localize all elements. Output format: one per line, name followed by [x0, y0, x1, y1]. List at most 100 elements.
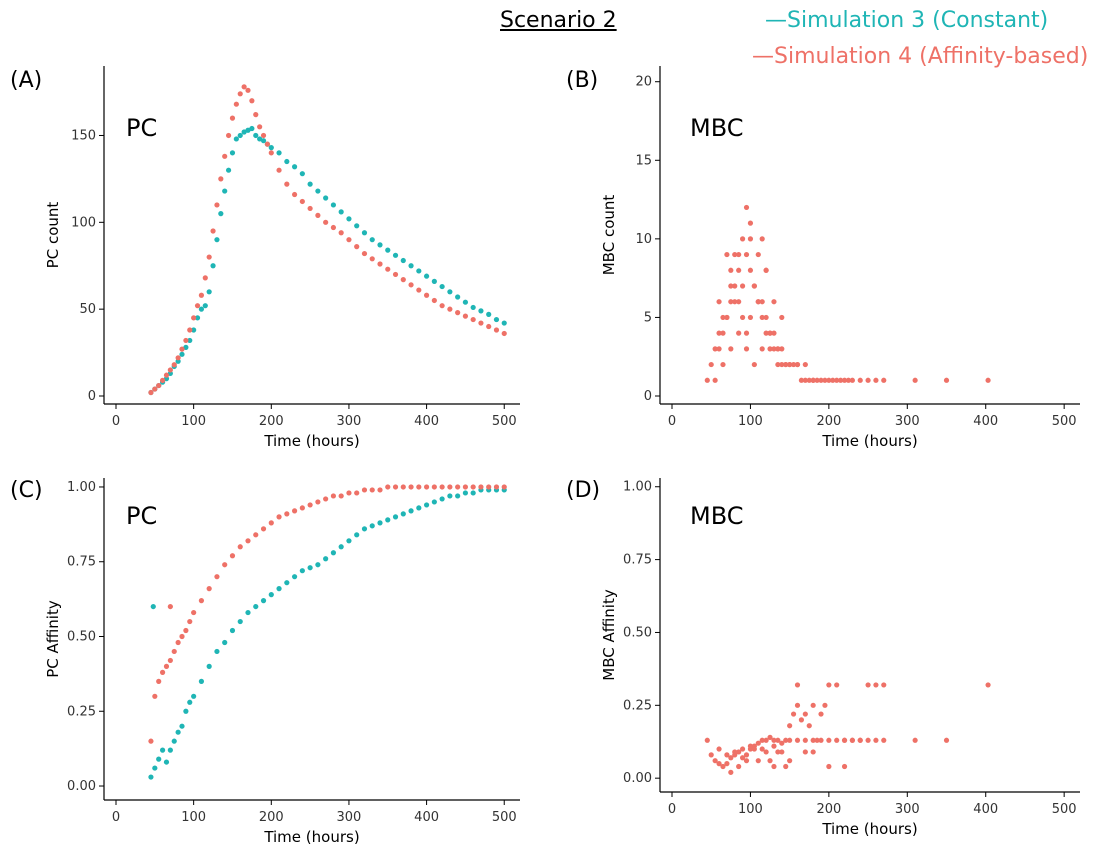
- chart-d-point: [794, 737, 801, 743]
- chart-a-point: [400, 257, 406, 264]
- chart-c-point: [354, 532, 360, 538]
- chart-a-point: [245, 127, 251, 133]
- chart-d-group: 0 100 200 300 400 500 0.00 0.25 0.50 0.75 1.00 Time…: [600, 478, 1080, 838]
- chart-c-point: [431, 499, 437, 505]
- chart-d-y-tick-label: 0.25: [623, 698, 652, 713]
- chart-a-point: [315, 188, 321, 194]
- chart-c-point: [237, 618, 243, 625]
- chart-c-point: [191, 609, 197, 616]
- panel-tag-d: MBC: [690, 502, 744, 530]
- chart-b-point: [943, 377, 950, 383]
- chart-b-point: [767, 330, 773, 336]
- chart-d-point: [834, 737, 840, 743]
- chart-a-point: [307, 205, 313, 212]
- chart-c-x-tick-label: 100: [181, 810, 206, 825]
- chart-b-x-tick-label: 400: [973, 414, 998, 429]
- chart-a-point: [260, 132, 267, 139]
- figure-title: Scenario 2: [500, 8, 617, 33]
- chart-d-point: [771, 737, 777, 743]
- chart-a-point: [222, 153, 228, 159]
- chart-c-point: [159, 747, 166, 753]
- chart-a-point: [202, 275, 208, 281]
- chart-b-point: [736, 330, 742, 336]
- chart-c-point: [183, 708, 189, 714]
- chart-d-point: [775, 737, 781, 743]
- chart-a-x-tick-label: 200: [259, 414, 284, 429]
- chart-a-point: [183, 337, 189, 344]
- chart-d-point: [759, 746, 765, 752]
- chart-a-point: [229, 115, 236, 121]
- chart-d-point: [763, 737, 769, 743]
- chart-a-point: [152, 386, 158, 392]
- chart-c-point: [171, 738, 177, 744]
- chart-c-point: [291, 574, 298, 580]
- chart-b-point: [759, 314, 765, 321]
- chart-a-point: [167, 367, 173, 373]
- chart-c-point: [167, 747, 173, 753]
- chart-d-y-axis-label: MBC Affinity: [600, 589, 618, 681]
- chart-a-point: [175, 355, 181, 361]
- chart-b-group: 0 100 200 300 400 500 0 5 10 15 20 Time (hours) MBC …: [600, 66, 1080, 450]
- chart-c-x-tick-label: 500: [492, 810, 517, 825]
- chart-b-point: [985, 377, 991, 383]
- chart-d-point: [818, 737, 824, 743]
- chart-b-x-tick-label: 300: [895, 414, 920, 429]
- chart-d-point: [849, 737, 855, 743]
- chart-a-point: [214, 237, 220, 243]
- chart-b-point: [798, 377, 805, 383]
- chart-d-point: [810, 749, 816, 755]
- chart-a-x-tick-label: 300: [337, 414, 362, 429]
- chart-c-point: [179, 723, 185, 729]
- chart-c-point: [462, 490, 469, 496]
- chart-c-y-tick-label: 0.25: [67, 704, 96, 719]
- panel-letter-b: (B): [566, 68, 599, 93]
- chart-a-point: [291, 164, 298, 170]
- chart-c-y-tick-label: 0.50: [67, 629, 96, 644]
- chart-c-point: [408, 508, 414, 514]
- chart-d-point: [814, 737, 820, 743]
- chart-b-point: [830, 377, 836, 383]
- chart-c-point: [222, 639, 228, 646]
- chart-a-point: [253, 132, 259, 139]
- chart-d-x-tick-label: 300: [895, 802, 920, 817]
- chart-d-point: [767, 734, 773, 740]
- chart-c-point: [323, 496, 329, 502]
- chart-a-point: [225, 167, 232, 173]
- chart-c-point: [439, 484, 445, 490]
- chart-a-x-tick-label: 100: [181, 414, 206, 429]
- chart-d-point: [783, 763, 789, 770]
- chart-a-point: [225, 132, 232, 139]
- chart-b-x-tick-label: 500: [1052, 414, 1077, 429]
- chart-a-point: [439, 283, 445, 290]
- chart-b-point: [865, 377, 871, 383]
- chart-d-point: [834, 682, 840, 688]
- chart-b-point: [728, 299, 734, 305]
- chart-b-point: [881, 377, 887, 383]
- chart-a-point: [431, 297, 437, 304]
- chart-b-point: [720, 314, 726, 321]
- chart-c-point: [191, 693, 197, 699]
- chart-d-point: [763, 749, 769, 755]
- chart-c-point: [323, 556, 329, 562]
- chart-a-point: [206, 254, 212, 260]
- chart-d-point: [783, 737, 789, 743]
- chart-d-point: [802, 737, 808, 743]
- chart-c-point: [400, 484, 406, 490]
- chart-c-y-tick-label: 0.00: [67, 779, 96, 794]
- chart-c-point: [361, 487, 368, 493]
- chart-d-point: [712, 758, 718, 764]
- chart-b-point: [712, 346, 718, 352]
- chart-d-x-axis-label: Time (hours): [821, 820, 917, 838]
- chart-b-point: [814, 377, 820, 383]
- chart-b-point: [838, 377, 844, 383]
- chart-c-point: [214, 648, 220, 655]
- chart-c-point: [156, 756, 162, 762]
- chart-c-point: [416, 505, 422, 511]
- chart-b-y-tick-label: 15: [635, 153, 652, 168]
- chart-d-x-tick-label: 100: [738, 802, 763, 817]
- chart-a-point: [218, 211, 224, 217]
- chart-a-y-tick-label: 50: [79, 302, 96, 317]
- chart-b-point: [849, 377, 855, 383]
- chart-c-point: [338, 544, 344, 550]
- chart-a-point: [198, 306, 205, 312]
